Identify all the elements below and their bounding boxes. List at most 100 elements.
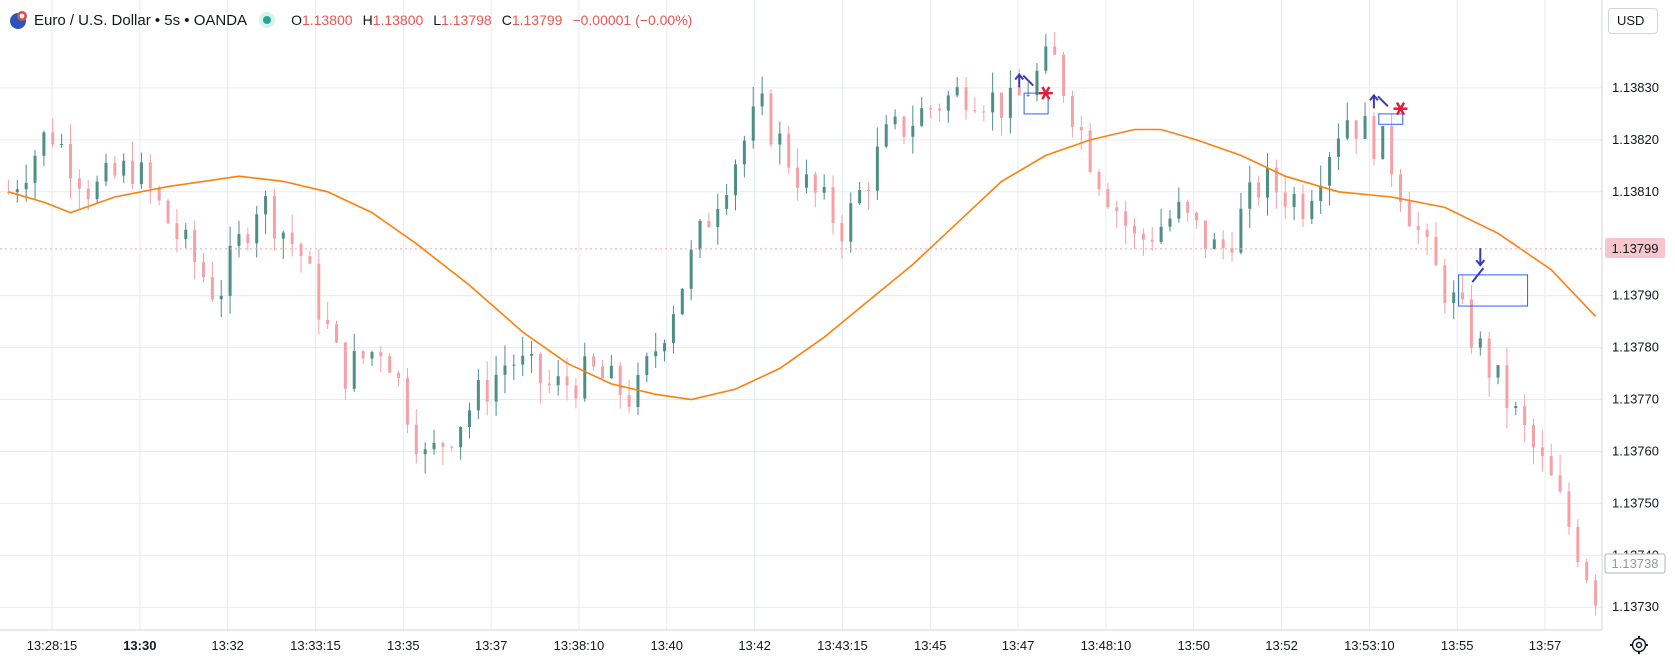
candle-body	[308, 256, 312, 264]
symbol-title[interactable]: Euro / U.S. Dollar • 5s • OANDA	[34, 11, 248, 29]
secondary-price-label: 1.13738	[1612, 556, 1659, 571]
candle-body	[1576, 526, 1580, 563]
price-tick-label: 1.13760	[1612, 443, 1659, 458]
candle-body	[219, 295, 223, 300]
candle-body	[636, 375, 640, 407]
candle-body	[1062, 54, 1066, 96]
price-tick-label: 1.13770	[1612, 392, 1659, 407]
asterisk-marker-icon	[1038, 86, 1053, 100]
currency-selector-button[interactable]: USD	[1608, 8, 1658, 34]
candle-body	[193, 229, 197, 263]
candle-body	[1106, 189, 1110, 208]
candle-body	[202, 262, 205, 278]
time-tick-label: 13:35	[387, 638, 420, 653]
candle-body	[113, 162, 117, 176]
time-axis[interactable]: 13:28:15 13:30 13:32 13:33:15 13:35 13:37 13:3…	[27, 638, 1562, 653]
candle-body	[423, 449, 427, 455]
candle-body	[556, 376, 560, 386]
candle-body	[592, 356, 596, 367]
euro-flag-icon	[10, 11, 27, 29]
candle-body	[1239, 208, 1243, 253]
candle-body	[1257, 182, 1261, 198]
candle-body	[264, 196, 268, 215]
candle-body	[920, 108, 924, 126]
candle-body	[1523, 406, 1527, 425]
candle-body	[459, 427, 463, 448]
candle-body	[982, 111, 986, 113]
candle-body	[875, 146, 879, 191]
candle-body	[15, 189, 19, 193]
candle-body	[1425, 229, 1429, 237]
rectangle-drawing[interactable]	[1378, 113, 1404, 125]
candle-body	[503, 365, 507, 375]
rectangle-drawing[interactable]	[1023, 92, 1049, 115]
candle-body	[33, 155, 37, 183]
ohlc-open: O1.13800	[291, 12, 353, 28]
candle-body	[1000, 92, 1003, 118]
candle-body	[1168, 218, 1172, 227]
candlestick-series	[6, 31, 1598, 616]
candle-body	[1540, 447, 1544, 457]
candle-body	[1336, 138, 1340, 157]
candle-body	[884, 124, 888, 147]
candle-body	[813, 174, 817, 193]
candle-body	[1478, 338, 1482, 348]
signal-markers	[1038, 86, 1408, 116]
candle-body	[290, 232, 294, 245]
candle-body	[379, 352, 383, 357]
candle-body	[760, 93, 764, 107]
candle-body	[1407, 202, 1411, 227]
price-tick-label: 1.13810	[1612, 184, 1659, 199]
price-scale[interactable]: 1.13830 1.13820 1.13810 1.13790 1.13780 1.137…	[1612, 80, 1659, 614]
price-tick-label: 1.13780	[1612, 340, 1659, 355]
arrow-up-icon[interactable]	[1014, 72, 1034, 88]
candle-body	[991, 92, 995, 113]
candle-body	[485, 379, 489, 402]
drawing-tools[interactable]	[1014, 72, 1529, 307]
candle-body	[867, 190, 870, 192]
candle-body	[414, 424, 418, 455]
time-tick-label: 13:38:10	[554, 638, 605, 653]
candle-body	[538, 353, 542, 384]
candle-body	[1301, 193, 1305, 220]
candle-body	[1195, 212, 1199, 221]
ohlc-high: H1.13800	[362, 12, 424, 28]
candle-body	[1088, 130, 1092, 172]
candle-body	[1017, 87, 1021, 96]
chart-grid	[0, 0, 1602, 630]
candle-body	[397, 372, 401, 378]
candle-body	[1186, 201, 1190, 213]
market-open-status-icon	[259, 12, 276, 28]
time-tick-label: 13:30	[123, 638, 156, 653]
candle-body	[299, 244, 303, 257]
time-tick-label: 13:48:10	[1081, 638, 1132, 653]
settings-gear-icon[interactable]	[1628, 634, 1650, 656]
candle-body	[228, 245, 232, 296]
candle-body	[281, 232, 285, 239]
candle-body	[1399, 174, 1402, 203]
candle-body	[1203, 220, 1207, 249]
price-tick-label: 1.13730	[1612, 599, 1659, 614]
candle-body	[530, 353, 534, 356]
rectangle-drawing[interactable]	[1458, 274, 1529, 307]
candle-body	[1079, 126, 1083, 131]
candle-body	[734, 164, 737, 196]
candle-body	[565, 376, 569, 386]
candle-body	[698, 221, 702, 250]
candle-body	[175, 223, 179, 240]
candle-body	[370, 352, 374, 359]
candle-body	[51, 132, 55, 145]
candle-body	[778, 133, 782, 145]
time-tick-label: 13:32	[211, 638, 244, 653]
ohlc-close: C1.13799	[501, 12, 563, 28]
arrow-up-icon[interactable]	[1369, 93, 1389, 109]
candle-body	[1532, 424, 1535, 448]
candle-body	[689, 249, 693, 289]
candle-body	[1354, 120, 1358, 139]
arrow-down-icon[interactable]	[1471, 248, 1486, 283]
time-tick-label: 13:57	[1529, 638, 1562, 653]
candle-body	[583, 356, 587, 399]
time-tick-label: 13:52	[1265, 638, 1298, 653]
candle-body	[893, 116, 897, 125]
